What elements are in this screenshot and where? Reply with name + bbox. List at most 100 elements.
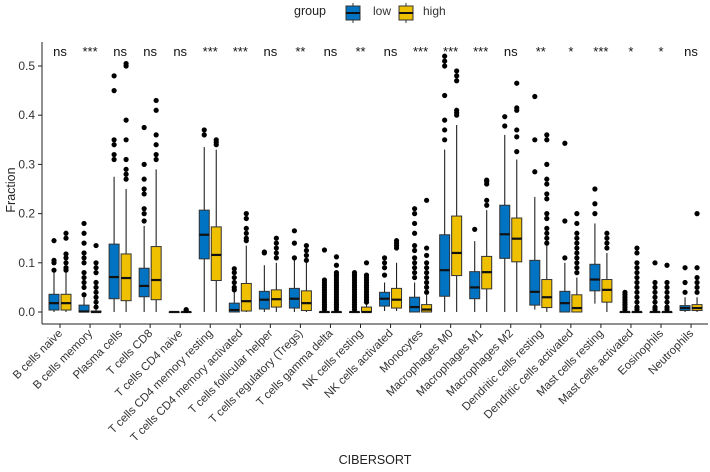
outlier-point: [442, 53, 448, 59]
category-group: **: [529, 44, 553, 312]
outlier-point: [604, 240, 610, 246]
outlier-point: [652, 260, 658, 266]
outlier-point: [532, 137, 538, 143]
outlier-point: [381, 265, 388, 271]
outlier-point: [544, 181, 550, 187]
outlier-point: [63, 235, 69, 241]
outlier-point: [412, 274, 418, 281]
box-high: [240, 211, 252, 312]
outlier-point: [664, 279, 670, 286]
outlier-point: [231, 274, 237, 281]
outlier-point: [123, 171, 129, 177]
outlier-point: [424, 270, 430, 276]
category-group: ns: [108, 44, 132, 312]
outlier-point: [664, 289, 670, 295]
legend-title: group: [294, 4, 326, 18]
significance-label: *: [658, 44, 663, 59]
box-low: [619, 289, 631, 314]
outlier-point: [544, 225, 550, 231]
outlier-point: [141, 206, 147, 212]
outlier-point: [574, 211, 580, 217]
box-low: [138, 124, 150, 312]
outlier-point: [243, 215, 249, 222]
outlier-point: [81, 250, 87, 256]
outlier-point: [514, 134, 520, 140]
outlier-point: [273, 240, 279, 246]
category-group: ***: [439, 44, 463, 312]
outlier-point: [111, 156, 117, 163]
significance-label: *: [568, 44, 573, 59]
outlier-point: [592, 211, 598, 217]
outlier-point: [412, 247, 418, 254]
outlier-point: [412, 220, 418, 227]
box-iqr: [138, 267, 150, 298]
significance-label: ns: [113, 44, 127, 59]
outlier-point: [424, 274, 430, 281]
box-high: [541, 132, 553, 312]
outlier-point: [562, 140, 568, 146]
category-group: ns: [48, 44, 72, 312]
outlier-point: [604, 245, 610, 251]
outlier-point: [93, 284, 99, 290]
box-high: [631, 245, 643, 314]
y-tick-label: 0.4: [18, 108, 35, 122]
y-tick-label: 0.2: [18, 207, 35, 221]
box-low: [679, 265, 691, 312]
outlier-point: [273, 245, 279, 251]
outlier-point: [81, 274, 87, 281]
outlier-point: [484, 177, 490, 183]
outlier-point: [93, 294, 99, 300]
outlier-point: [634, 294, 640, 300]
category-group: ***: [78, 44, 102, 314]
significance-label: ns: [324, 44, 338, 59]
outlier-point: [93, 265, 99, 271]
outlier-point: [652, 294, 658, 300]
outlier-point: [231, 279, 237, 286]
outlier-point: [424, 279, 430, 286]
outlier-point: [574, 260, 580, 266]
outlier-point: [381, 272, 388, 278]
outlier-point: [291, 240, 297, 246]
outlier-point: [574, 240, 580, 246]
outlier-point: [153, 97, 159, 104]
box-low: [439, 53, 451, 312]
outlier-point: [141, 124, 147, 131]
significance-label: ns: [173, 44, 187, 59]
outlier-point: [424, 289, 430, 295]
box-iqr: [499, 204, 511, 259]
outlier-point: [81, 220, 87, 227]
outlier-point: [153, 151, 159, 158]
outlier-point: [682, 265, 688, 271]
category-group: ***: [228, 44, 252, 313]
outlier-point: [424, 245, 430, 251]
outlier-point: [93, 279, 99, 286]
outlier-point: [123, 137, 129, 143]
category-group: *: [649, 44, 673, 314]
outlier-point: [123, 60, 129, 67]
legend-key-high: [398, 3, 414, 23]
outlier-point: [544, 215, 550, 222]
box-iqr: [210, 226, 222, 282]
box-low: [48, 238, 60, 312]
outlier-point: [261, 249, 267, 255]
significance-label: ***: [413, 44, 428, 59]
box-iqr: [571, 294, 583, 313]
outlier-point: [442, 127, 448, 133]
box-iqr: [240, 282, 252, 312]
outlier-point: [63, 260, 69, 266]
outlier-point: [634, 265, 640, 271]
y-tick-label: 0.1: [18, 256, 35, 270]
outlier-point: [303, 252, 309, 259]
outlier-point: [652, 284, 658, 290]
outlier-point: [333, 262, 340, 268]
significance-label: **: [295, 44, 305, 59]
box-high: [300, 242, 312, 312]
outlier-point: [81, 255, 87, 261]
box-low: [168, 310, 180, 314]
significance-label: **: [355, 44, 365, 59]
outlier-point: [424, 284, 430, 290]
box-low: [318, 247, 330, 314]
outlier-point: [634, 260, 640, 266]
outlier-point: [502, 123, 508, 129]
category-group: ***: [469, 44, 493, 312]
